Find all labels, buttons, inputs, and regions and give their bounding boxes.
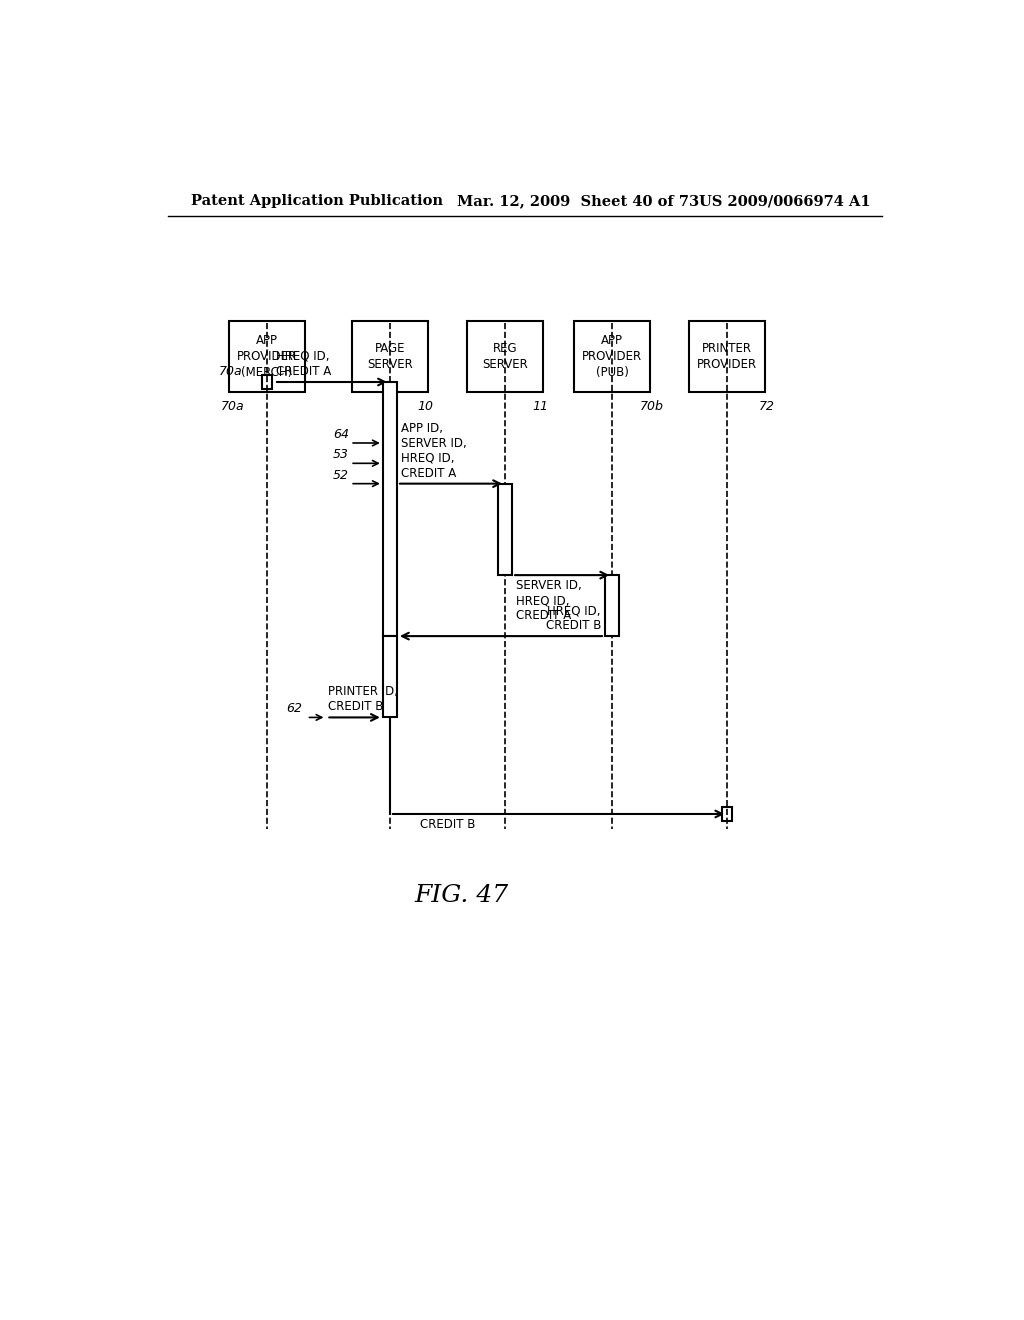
Text: SERVER ID,
HREQ ID,
CREDIT A: SERVER ID, HREQ ID, CREDIT A [516, 579, 582, 622]
Text: APP
PROVIDER
(PUB): APP PROVIDER (PUB) [582, 334, 642, 379]
Text: 11: 11 [532, 400, 549, 413]
Bar [352, 321, 428, 392]
Text: APP
PROVIDER
(MERCH): APP PROVIDER (MERCH) [237, 334, 297, 379]
Text: 10: 10 [418, 400, 433, 413]
Text: US 2009/0066974 A1: US 2009/0066974 A1 [699, 194, 871, 209]
Bar [498, 483, 512, 576]
Text: 62: 62 [287, 702, 303, 715]
Bar [574, 321, 650, 392]
Text: PAGE
SERVER: PAGE SERVER [367, 342, 413, 371]
Text: APP ID,
SERVER ID,
HREQ ID,
CREDIT A: APP ID, SERVER ID, HREQ ID, CREDIT A [401, 421, 467, 479]
Text: CREDIT B: CREDIT B [420, 818, 475, 832]
Bar [722, 808, 732, 821]
Text: 70b: 70b [640, 400, 664, 413]
Text: HREQ ID,
CREDIT B: HREQ ID, CREDIT B [546, 605, 601, 632]
Text: 72: 72 [759, 400, 775, 413]
Text: 52: 52 [333, 469, 349, 482]
Text: Patent Application Publication: Patent Application Publication [191, 194, 443, 209]
Bar [467, 321, 543, 392]
Text: 64: 64 [333, 428, 349, 441]
Text: Mar. 12, 2009  Sheet 40 of 73: Mar. 12, 2009 Sheet 40 of 73 [458, 194, 699, 209]
Text: PRINTER ID,
CREDIT B: PRINTER ID, CREDIT B [328, 685, 398, 713]
Bar [229, 321, 304, 392]
Text: PRINTER
PROVIDER: PRINTER PROVIDER [697, 342, 757, 371]
Bar [383, 636, 397, 718]
Bar [383, 381, 397, 636]
Text: FIG. 47: FIG. 47 [415, 884, 508, 907]
Text: 53: 53 [333, 449, 349, 461]
Text: 70a: 70a [219, 364, 243, 378]
Bar [262, 375, 272, 388]
Bar [689, 321, 765, 392]
Text: HREQ ID,
CREDIT A: HREQ ID, CREDIT A [276, 350, 332, 378]
Text: REG
SERVER: REG SERVER [482, 342, 527, 371]
Text: 70a: 70a [221, 400, 245, 413]
Bar [605, 576, 620, 636]
